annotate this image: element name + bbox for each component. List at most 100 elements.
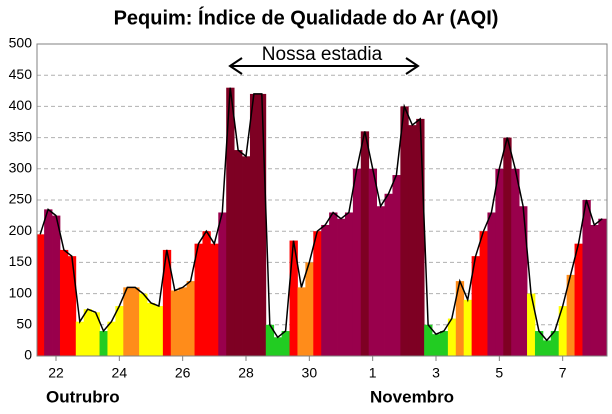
- x-tick-label: 1: [369, 365, 377, 381]
- aqi-bar: [527, 293, 536, 356]
- aqi-bar: [590, 224, 599, 356]
- aqi-bar: [416, 118, 425, 356]
- aqi-bar: [471, 256, 480, 356]
- y-tick-label: 200: [9, 222, 33, 238]
- aqi-bar: [400, 106, 409, 357]
- arrow-heads: [228, 57, 420, 75]
- aqi-bar: [52, 215, 61, 356]
- y-tick-label: 150: [9, 253, 33, 269]
- aqi-bar: [582, 200, 591, 356]
- aqi-bar: [257, 93, 267, 357]
- x-tick-label: 22: [48, 365, 64, 381]
- aqi-bar: [178, 287, 188, 356]
- aqi-bar: [392, 175, 401, 356]
- aqi-bar: [59, 249, 69, 356]
- aqi-bar: [329, 212, 338, 356]
- aqi-bar: [154, 306, 164, 356]
- aqi-bar: [147, 302, 156, 356]
- aqi-bar: [107, 321, 116, 356]
- y-tick-label: 100: [9, 284, 33, 300]
- x-tick-label: 3: [432, 365, 440, 381]
- y-tick-label: 350: [9, 128, 33, 144]
- aqi-bar: [495, 168, 504, 356]
- aqi-bar: [226, 87, 235, 357]
- aqi-bar: [297, 287, 306, 356]
- aqi-bar: [170, 290, 180, 356]
- aqi-bar: [503, 137, 512, 356]
- y-tick-label: 400: [9, 97, 33, 113]
- aqi-bar: [44, 209, 53, 356]
- aqi-bar: [162, 249, 172, 356]
- aqi-bar: [519, 206, 528, 356]
- aqi-bar: [360, 131, 370, 356]
- y-tick-label: 450: [9, 66, 33, 82]
- aqi-bar: [487, 212, 496, 356]
- aqi-bar: [37, 234, 45, 356]
- aqi-bar: [368, 168, 378, 356]
- aqi-bar: [574, 243, 583, 356]
- aqi-bar: [75, 321, 85, 356]
- aqi-bar: [305, 262, 314, 356]
- x-tick-label: 5: [495, 365, 503, 381]
- aqi-bar: [83, 309, 93, 356]
- aqi-bar: [408, 125, 417, 357]
- aqi-bar: [558, 306, 568, 356]
- aqi-bar: [455, 281, 465, 356]
- month-label: Novembro: [370, 387, 454, 406]
- month-label: Outrubro: [46, 387, 120, 406]
- aqi-bar: [289, 240, 298, 356]
- aqi-bar: [384, 193, 393, 356]
- plot-area: [37, 43, 607, 357]
- aqi-bar: [99, 331, 108, 356]
- aqi-bar: [202, 231, 211, 356]
- y-tick-label: 50: [16, 316, 32, 332]
- aqi-bar: [352, 168, 362, 356]
- chart-title: Pequim: Índice de Qualidade do Ar (AQI): [114, 6, 499, 29]
- aqi-bar: [534, 331, 544, 356]
- aqi-bar: [273, 337, 283, 356]
- aqi-bar: [542, 340, 552, 356]
- aqi-bar: [218, 212, 227, 356]
- aqi-bar: [439, 331, 449, 356]
- x-tick-label: 30: [302, 365, 318, 381]
- aqi-bar: [123, 287, 132, 356]
- aqi-bar: [376, 206, 385, 356]
- aqi-bar: [194, 243, 203, 356]
- aqi-bar: [479, 231, 488, 356]
- aqi-bar: [139, 293, 148, 356]
- y-tick-label: 300: [9, 160, 33, 176]
- aqi-bar: [447, 318, 457, 356]
- plot-border: [36, 43, 608, 357]
- annotation: Nossa estadia: [262, 44, 383, 65]
- x-tick-label: 7: [559, 365, 567, 381]
- aqi-bar: [550, 331, 560, 356]
- aqi-bar: [115, 306, 124, 356]
- aqi-bar: [234, 150, 243, 356]
- aqi-bar: [242, 156, 251, 356]
- aqi-bar: [313, 231, 322, 356]
- aqi-bar: [344, 212, 354, 356]
- y-tick-label: 0: [24, 347, 32, 363]
- aqi-bar: [321, 224, 330, 356]
- x-tick-label: 28: [238, 365, 254, 381]
- x-tick-label: 26: [175, 365, 191, 381]
- aqi-bar: [432, 334, 441, 356]
- aqi-bar: [463, 299, 473, 356]
- x-tick-label: 24: [112, 365, 128, 381]
- aqi-bar: [424, 324, 433, 356]
- aqi-bar: [598, 218, 607, 356]
- y-tick-label: 500: [9, 35, 33, 51]
- aqi-bar: [337, 218, 346, 356]
- aqi-bar: [265, 324, 275, 356]
- aqi-bar: [131, 287, 140, 356]
- aqi-line: [39, 87, 603, 342]
- aqi-bar: [511, 168, 520, 356]
- aqi-bar: [249, 93, 259, 357]
- aqi-bar: [281, 331, 290, 356]
- aqi-bar: [566, 274, 575, 356]
- aqi-bar: [210, 243, 219, 356]
- aqi-bar: [67, 256, 77, 356]
- aqi-bar: [186, 281, 195, 356]
- y-tick-label: 250: [9, 191, 33, 207]
